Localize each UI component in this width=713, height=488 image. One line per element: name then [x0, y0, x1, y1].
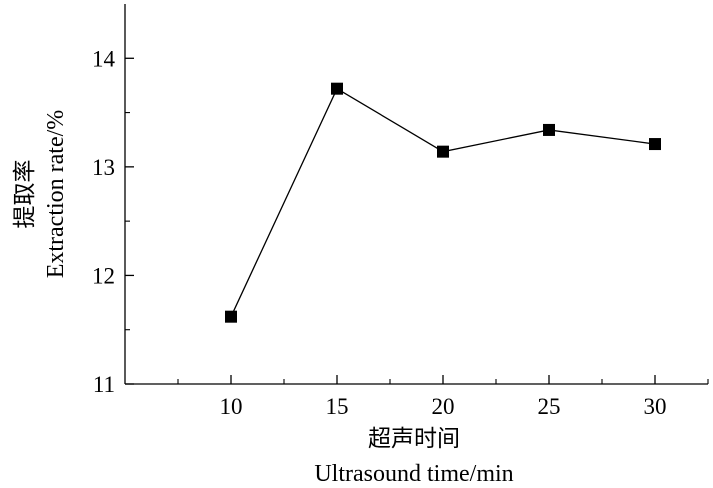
axes: [124, 4, 708, 385]
series-layer: [225, 82, 661, 323]
x-ticks: 10 15 20 25 30: [177, 375, 709, 419]
y-axis-title-cn: 提取率: [12, 160, 38, 229]
series-line: [230, 87, 656, 317]
x-tick-label: 30: [644, 394, 667, 419]
x-tick-label: 20: [432, 394, 455, 419]
y-tick-label: 14: [92, 46, 116, 71]
x-axis-title-cn: 超声时间: [368, 426, 460, 452]
x-axis-title: Ultrasound time/min: [314, 461, 513, 487]
data-point-marker: [331, 82, 343, 95]
data-point-marker: [649, 138, 661, 151]
x-tick-label: 10: [220, 394, 243, 419]
y-ticks: 11 12 13 14: [92, 46, 134, 397]
y-axis-title: Extraction rate/%: [43, 110, 69, 279]
y-tick-label: 12: [92, 263, 115, 288]
data-point-marker: [225, 310, 237, 323]
x-tick-label: 25: [538, 394, 561, 419]
data-point-marker: [437, 145, 449, 158]
data-point-marker: [543, 123, 555, 136]
x-tick-label: 15: [326, 394, 349, 419]
y-tick-label: 11: [93, 372, 115, 397]
y-tick-label: 13: [92, 155, 115, 180]
